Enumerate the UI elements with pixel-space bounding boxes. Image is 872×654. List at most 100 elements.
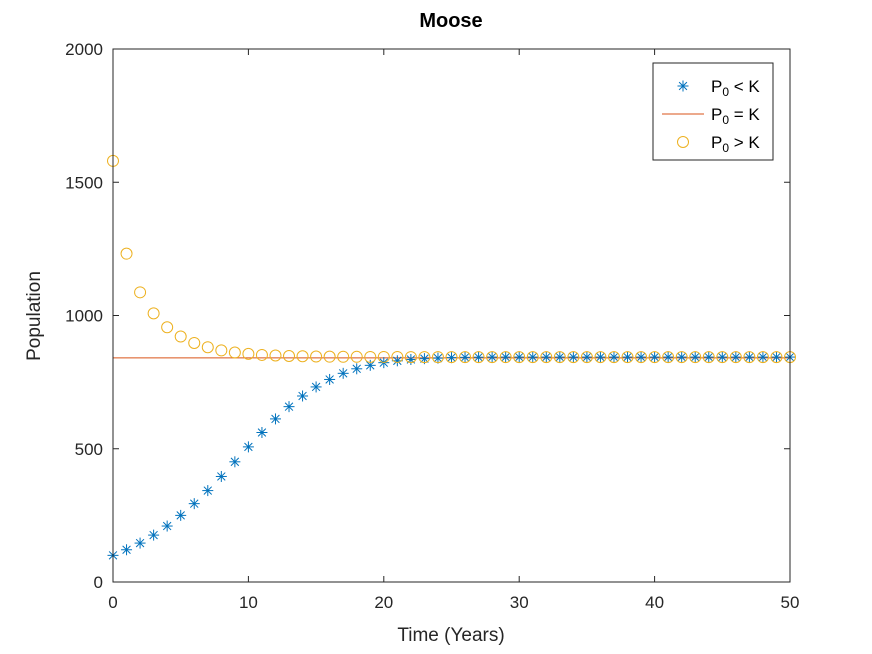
data-point-below bbox=[500, 351, 512, 363]
data-point-below bbox=[310, 381, 322, 393]
y-tick-label: 1500 bbox=[65, 173, 103, 192]
data-point-above bbox=[201, 341, 214, 354]
data-point-above bbox=[255, 348, 268, 361]
data-point-below bbox=[513, 351, 525, 363]
data-point-below bbox=[608, 351, 620, 363]
data-point-above bbox=[310, 350, 323, 363]
data-point-above bbox=[553, 351, 566, 364]
y-axis-label: Population bbox=[24, 271, 45, 361]
data-point-above bbox=[459, 351, 472, 364]
legend: P0 < K P0 = K P0 > K bbox=[652, 62, 774, 161]
data-point-above bbox=[445, 351, 458, 364]
data-point-above bbox=[648, 351, 661, 364]
data-point-below bbox=[269, 413, 281, 425]
data-point-above bbox=[702, 351, 715, 364]
data-point-below bbox=[662, 351, 674, 363]
data-point-below bbox=[459, 351, 471, 363]
data-point-below bbox=[527, 351, 539, 363]
data-point-above bbox=[215, 344, 228, 357]
legend-label: P0 = K bbox=[711, 105, 760, 127]
data-point-above bbox=[161, 321, 174, 334]
data-point-below bbox=[743, 351, 755, 363]
x-tick-label: 10 bbox=[239, 593, 258, 612]
data-point-above bbox=[621, 351, 634, 364]
data-point-below bbox=[594, 351, 606, 363]
data-point-above bbox=[689, 351, 702, 364]
data-point-above bbox=[120, 247, 133, 260]
y-tick-label: 500 bbox=[75, 440, 103, 459]
data-point-above bbox=[567, 351, 580, 364]
data-point-below bbox=[486, 351, 498, 363]
y-axis-ticks: 0 500 1000 1500 2000 bbox=[65, 40, 790, 592]
data-point-below bbox=[188, 498, 200, 510]
data-point-below bbox=[540, 351, 552, 363]
data-point-below bbox=[351, 363, 363, 375]
legend-box bbox=[652, 62, 774, 161]
chart-title: Moose bbox=[419, 10, 482, 32]
data-point-below bbox=[148, 529, 160, 541]
data-point-above bbox=[377, 350, 390, 363]
data-point-above bbox=[391, 350, 404, 363]
data-point-above bbox=[147, 307, 160, 320]
data-point-above bbox=[174, 330, 187, 343]
data-point-below bbox=[703, 351, 715, 363]
data-point-above bbox=[486, 351, 499, 364]
legend-marker-asterisk bbox=[677, 80, 689, 92]
x-tick-label: 0 bbox=[108, 593, 117, 612]
data-point-below bbox=[554, 351, 566, 363]
data-point-below bbox=[432, 352, 444, 364]
data-point-below bbox=[649, 351, 661, 363]
data-point-below bbox=[215, 470, 227, 482]
data-point-above bbox=[418, 351, 431, 364]
data-point-above bbox=[635, 351, 648, 364]
data-point-below bbox=[364, 359, 376, 371]
data-point-above bbox=[729, 351, 742, 364]
data-point-below bbox=[161, 520, 173, 532]
data-point-below bbox=[689, 351, 701, 363]
y-tick-label: 0 bbox=[94, 573, 103, 592]
data-point-above bbox=[337, 350, 350, 363]
x-tick-label: 20 bbox=[374, 593, 393, 612]
x-tick-label: 40 bbox=[645, 593, 664, 612]
data-point-below bbox=[418, 353, 430, 365]
data-point-below bbox=[770, 351, 782, 363]
data-point-above bbox=[526, 351, 539, 364]
data-point-above bbox=[716, 351, 729, 364]
data-point-below bbox=[716, 351, 728, 363]
data-point-below bbox=[229, 456, 241, 468]
legend-item: P0 < K bbox=[677, 77, 760, 99]
data-point-above bbox=[743, 351, 756, 364]
data-point-above bbox=[134, 286, 147, 299]
data-point-below bbox=[757, 351, 769, 363]
data-point-above bbox=[499, 351, 512, 364]
data-point-below bbox=[337, 367, 349, 379]
data-point-above bbox=[296, 350, 309, 363]
data-point-below bbox=[581, 351, 593, 363]
data-point-below bbox=[730, 351, 742, 363]
data-point-below bbox=[202, 485, 214, 497]
x-tick-label: 50 bbox=[781, 593, 800, 612]
data-point-above bbox=[580, 351, 593, 364]
data-point-above bbox=[472, 351, 485, 364]
data-point-above bbox=[188, 336, 201, 349]
y-tick-label: 1000 bbox=[65, 307, 103, 326]
data-point-above bbox=[269, 349, 282, 362]
series-p0-less-than-k bbox=[107, 351, 796, 561]
legend-label: P0 < K bbox=[711, 77, 760, 99]
data-point-below bbox=[567, 351, 579, 363]
x-axis-label: Time (Years) bbox=[397, 625, 504, 646]
data-point-above bbox=[242, 347, 255, 360]
data-point-above bbox=[350, 350, 363, 363]
data-point-above bbox=[770, 351, 783, 364]
data-point-above bbox=[594, 351, 607, 364]
data-point-below bbox=[242, 441, 254, 453]
data-point-below bbox=[676, 351, 688, 363]
data-point-above bbox=[323, 350, 336, 363]
data-point-below bbox=[405, 353, 417, 365]
data-point-above bbox=[404, 351, 417, 364]
series-p0-greater-than-k bbox=[107, 154, 796, 364]
data-point-below bbox=[283, 401, 295, 413]
data-point-above bbox=[513, 351, 526, 364]
data-point-below bbox=[134, 537, 146, 549]
